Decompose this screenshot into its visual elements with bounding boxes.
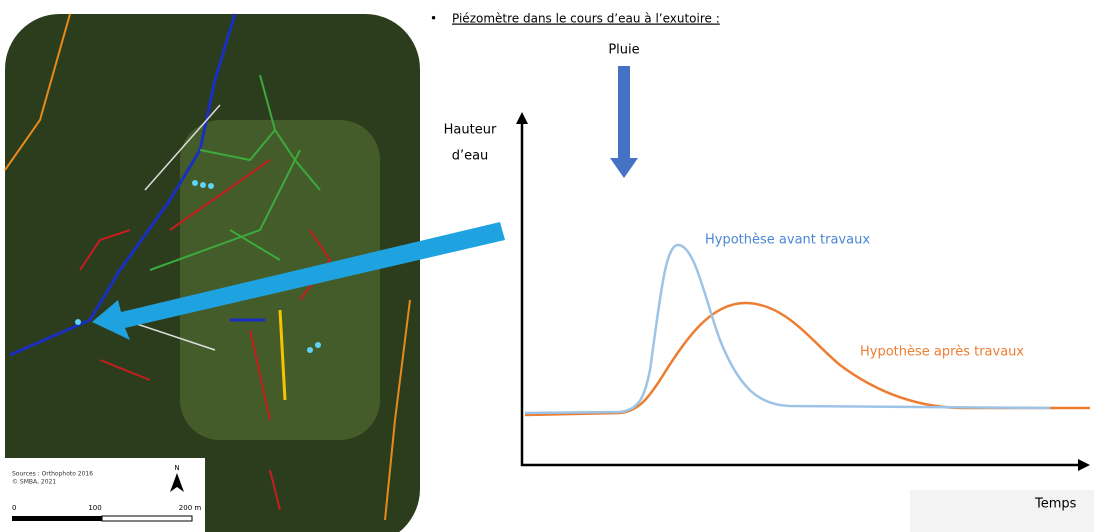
curve-label: Hypothèse avant travaux xyxy=(705,233,870,248)
y-axis-label: Hauteur xyxy=(444,123,497,138)
north-label: N xyxy=(174,464,179,472)
rain-arrow xyxy=(610,66,638,178)
y-axis-label: d’eau xyxy=(452,149,489,164)
scale-label: 100 xyxy=(88,504,101,512)
scale-label: 200 m xyxy=(179,504,202,512)
piezometer xyxy=(307,347,313,353)
rain-label: Pluie xyxy=(608,43,639,58)
bullet-text: Piézomètre dans le cours d’eau à l’exuto… xyxy=(452,12,720,26)
y-axis-arrow xyxy=(516,112,528,124)
bullet-dot: • xyxy=(430,12,437,26)
map-source: Sources : Orthophoto 2016 xyxy=(12,471,93,478)
slide: Sources : Orthophoto 2016 © SMBA, 2021 N… xyxy=(0,0,1094,532)
curve-before xyxy=(525,245,1050,413)
x-axis-label: Temps xyxy=(1034,497,1077,512)
x-axis-arrow xyxy=(1078,459,1090,471)
scale-bar xyxy=(102,516,192,521)
piezometer xyxy=(315,342,321,348)
piezometer xyxy=(200,182,206,188)
piezometer xyxy=(208,183,214,189)
piezometer xyxy=(75,319,81,325)
piezometer xyxy=(192,180,198,186)
curve-label: Hypothèse après travaux xyxy=(860,345,1024,360)
map-source: © SMBA, 2021 xyxy=(12,479,56,486)
scale-bar xyxy=(12,516,102,521)
scale-label: 0 xyxy=(12,504,16,512)
